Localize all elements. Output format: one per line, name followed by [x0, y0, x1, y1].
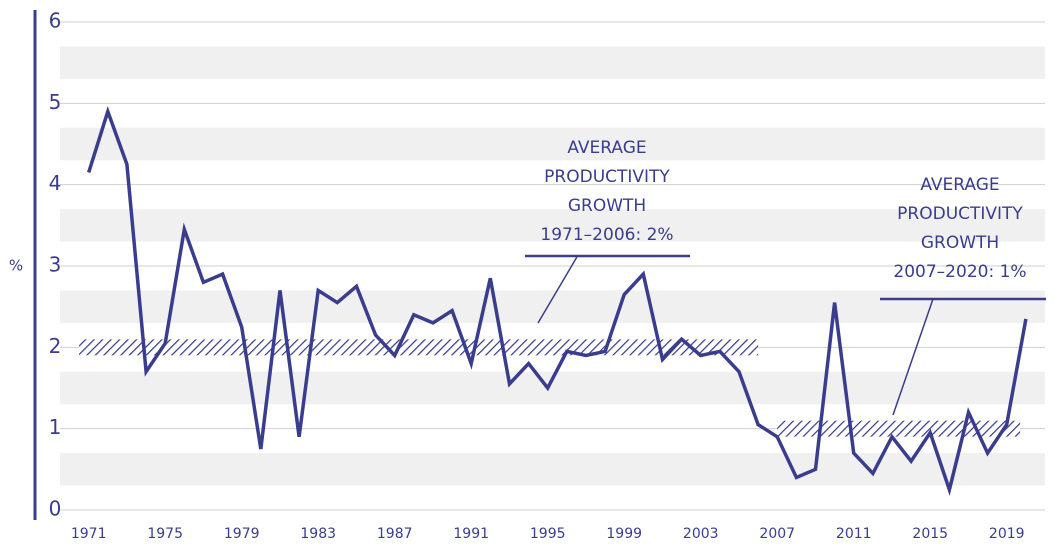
y-tick-label: 6 [49, 9, 62, 33]
x-tick-label: 1995 [530, 526, 566, 542]
y-tick-label: 5 [49, 90, 62, 114]
band [60, 46, 1045, 79]
x-tick-label: 1975 [147, 526, 183, 542]
y-tick-label: 2 [49, 334, 62, 358]
annotation-pointer [892, 298, 934, 416]
y-axis-label: % [9, 257, 23, 275]
band [60, 453, 1045, 486]
annotation: GROWTH [921, 233, 999, 253]
annotation: PRODUCTIVITY [544, 167, 670, 187]
band [60, 290, 1045, 323]
x-tick-label: 1971 [71, 526, 107, 542]
x-tick-label: 1979 [224, 526, 260, 542]
y-tick-label: 3 [49, 253, 62, 277]
x-tick-label: 2003 [683, 526, 719, 542]
average-band [79, 339, 759, 356]
annotation: 2007–2020: 1% [893, 262, 1026, 282]
annotation: GROWTH [568, 196, 646, 216]
x-tick-label: 2015 [912, 526, 948, 542]
data-line [87, 106, 1028, 496]
annotation: AVERAGE [920, 175, 999, 195]
annotation: 1971–2006: 2% [540, 225, 673, 245]
y-tick-label: 4 [49, 171, 62, 195]
band [60, 127, 1045, 161]
x-tick-label: 1983 [300, 526, 336, 542]
annotation: PRODUCTIVITY [897, 204, 1023, 224]
x-tick-label: 2019 [989, 526, 1025, 542]
annotation: AVERAGE [567, 138, 646, 158]
x-tick-label: 2011 [836, 526, 872, 542]
annotation-pointer [537, 255, 579, 324]
band [60, 209, 1045, 242]
x-tick-label: 1999 [606, 526, 642, 542]
y-tick-label: 1 [49, 415, 62, 439]
x-tick-label: 1991 [453, 526, 489, 542]
y-tick-label: 0 [49, 497, 62, 521]
average-band [777, 420, 1021, 437]
x-tick-label: 2007 [759, 526, 795, 542]
x-tick-label: 1987 [377, 526, 413, 542]
